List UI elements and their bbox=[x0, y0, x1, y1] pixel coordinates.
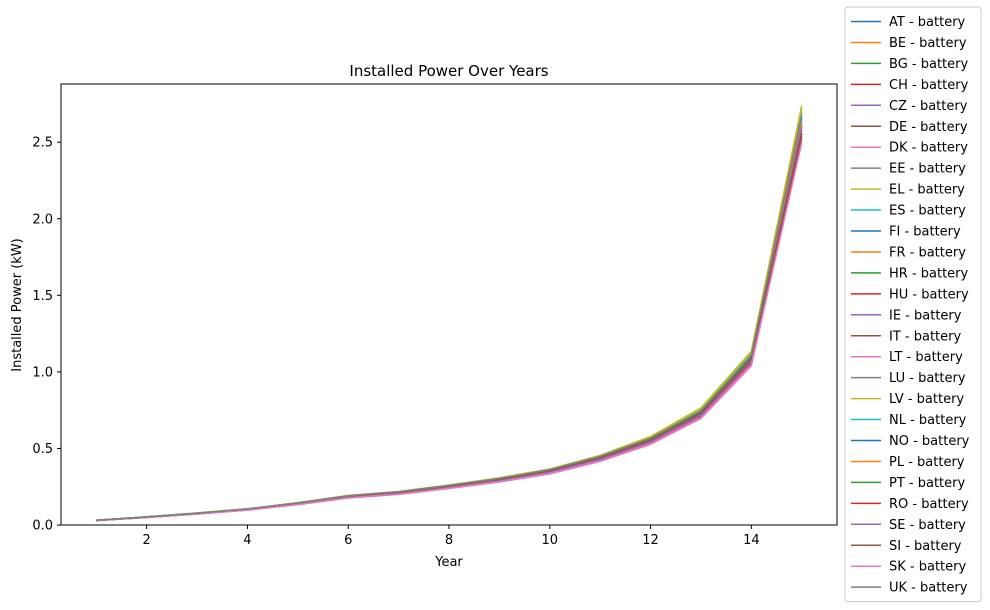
legend-label: DE - battery bbox=[889, 120, 968, 135]
y-tick-label: 0.5 bbox=[32, 442, 53, 457]
chart-title: Installed Power Over Years bbox=[349, 62, 548, 80]
legend-label: RO - battery bbox=[889, 497, 969, 512]
x-tick-label: 12 bbox=[642, 533, 659, 548]
x-tick-label: 2 bbox=[143, 533, 151, 548]
x-tick-label: 10 bbox=[542, 533, 559, 548]
legend-label: FR - battery bbox=[889, 245, 966, 260]
y-tick-label: 2.0 bbox=[32, 212, 53, 227]
legend-label: HU - battery bbox=[889, 287, 969, 302]
legend-label: IE - battery bbox=[889, 308, 962, 323]
legend-label: HR - battery bbox=[889, 266, 969, 281]
legend-label: EE - battery bbox=[889, 162, 966, 177]
legend-label: NO - battery bbox=[889, 434, 970, 449]
legend-label: IT - battery bbox=[889, 329, 961, 344]
y-tick-label: 2.5 bbox=[32, 136, 53, 151]
legend-label: AT - battery bbox=[889, 15, 966, 30]
series-line-uk bbox=[96, 114, 803, 521]
legend-label: LV - battery bbox=[889, 392, 964, 407]
legend-frame bbox=[844, 6, 982, 603]
legend-label: BG - battery bbox=[889, 57, 968, 72]
x-tick-label: 14 bbox=[743, 533, 760, 548]
plot-area bbox=[96, 105, 803, 522]
x-axis-ticks: 2 4 6 8 10 12 14 bbox=[143, 525, 760, 548]
x-tick-label: 6 bbox=[344, 533, 352, 548]
x-axis-label: Year bbox=[434, 555, 463, 570]
legend-label: LT - battery bbox=[889, 350, 963, 365]
legend-label: SK - battery bbox=[889, 560, 966, 575]
legend-label: SI - battery bbox=[889, 539, 962, 554]
legend-label: CZ - battery bbox=[889, 99, 968, 114]
y-tick-label: 1.0 bbox=[32, 365, 53, 380]
legend-label: SE - battery bbox=[889, 518, 966, 533]
x-tick-label: 8 bbox=[445, 533, 453, 548]
y-tick-label: 1.5 bbox=[32, 289, 53, 304]
y-tick-label: 0.0 bbox=[32, 519, 53, 534]
legend-label: LU - battery bbox=[889, 371, 966, 386]
legend-label: FI - battery bbox=[889, 225, 961, 240]
series-line-sk bbox=[96, 142, 803, 522]
legend-label: DK - battery bbox=[889, 141, 968, 156]
y-axis-label: Installed Power (kW) bbox=[10, 238, 25, 371]
legend-label: PT - battery bbox=[889, 476, 965, 491]
x-tick-label: 4 bbox=[243, 533, 251, 548]
legend-label: BE - battery bbox=[889, 36, 967, 51]
y-axis-ticks: 0.0 0.5 1.0 1.5 2.0 2.5 bbox=[32, 136, 61, 534]
legend-label: ES - battery bbox=[889, 204, 966, 219]
legend: AT - battery BE - battery BG - battery CH -… bbox=[844, 6, 982, 603]
legend-label: EL - battery bbox=[889, 183, 965, 198]
legend-label: CH - battery bbox=[889, 78, 969, 93]
legend-label: PL - battery bbox=[889, 455, 965, 470]
legend-label: NL - battery bbox=[889, 413, 967, 428]
legend-label: UK - battery bbox=[889, 581, 968, 596]
